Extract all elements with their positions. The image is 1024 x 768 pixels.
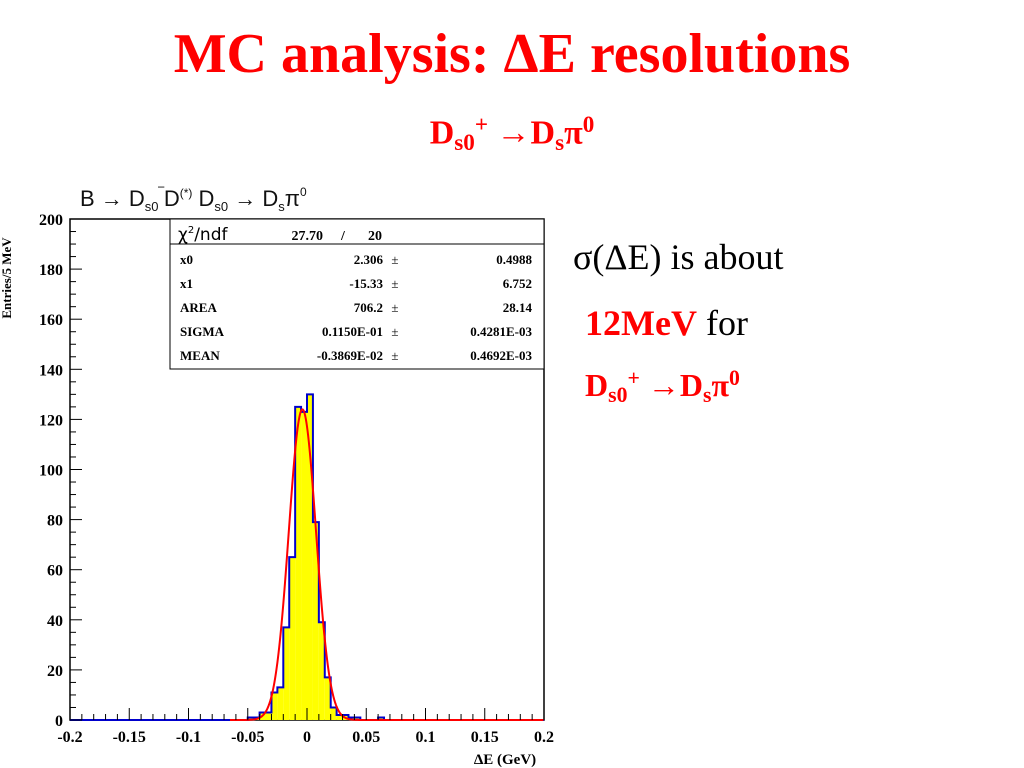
histogram-bin	[318, 622, 325, 720]
stats-param-value: 706.2	[354, 300, 383, 315]
plot-header: B → Ds0‾D(*) Ds0 → Dsπ0	[80, 185, 307, 214]
histogram-bin	[330, 707, 337, 720]
histogram-bin	[324, 677, 331, 720]
stats-param-error: 0.4281E-03	[470, 324, 532, 339]
y-tick-labels: 0 20 40 60 80 100 120 140 160 180 200	[39, 212, 63, 730]
histogram-bin	[277, 687, 284, 720]
x-tick-label: -0.15	[113, 729, 146, 746]
y-tick-label: 140	[39, 362, 63, 379]
histogram-bin	[354, 717, 361, 720]
histogram-bin	[265, 712, 272, 720]
y-axis-label: Entries/5 MeV	[0, 237, 14, 319]
chi2-label: χ2/ndf	[178, 225, 228, 245]
y-tick-label: 100	[39, 463, 63, 480]
histogram-bin	[301, 411, 307, 720]
resolution-value-line: 12MeV for	[585, 303, 748, 343]
fit-stats-box: χ2/ndf 27.70 / 20 x0 2.306 ±0.4988 x1 -15.33…	[169, 218, 545, 370]
stats-plus-minus: ±	[391, 348, 398, 363]
stats-param-value: -15.33	[349, 276, 383, 291]
stats-param-name: AREA	[180, 300, 217, 315]
histogram-bars	[247, 394, 385, 720]
y-tick-label: 200	[39, 212, 63, 229]
stats-param-error: 0.4692E-03	[470, 348, 532, 363]
stats-plus-minus: ±	[391, 252, 398, 267]
stats-param-name: SIGMA	[180, 324, 225, 339]
stats-param-error: 0.4988	[496, 252, 532, 267]
y-tick-label: 80	[47, 513, 63, 530]
histogram-bin	[271, 692, 278, 720]
histogram-bin	[336, 714, 343, 720]
resolution-decay: Ds0+ →Dsπ0	[585, 366, 740, 407]
ndf-value: 20	[368, 229, 382, 244]
histogram-bin	[283, 627, 290, 720]
histogram-bin	[295, 406, 302, 720]
y-tick-label: 20	[47, 663, 63, 680]
histogram-bin	[247, 717, 254, 720]
stats-rows: x0 2.306 ±0.4988 x1 -15.33 ±6.752 AREA 706.2 ±28…	[180, 252, 533, 363]
x-tick-label: 0.15	[471, 729, 499, 746]
stats-param-value: 2.306	[354, 252, 384, 267]
x-tick-label: 0	[303, 729, 311, 746]
y-tick-label: 0	[55, 713, 63, 730]
chi2-value: 27.70	[292, 229, 324, 244]
y-tick-label: 160	[39, 312, 63, 329]
histogram-bin	[307, 394, 313, 720]
x-tick-label: 0.05	[352, 729, 380, 746]
x-tick-label: -0.2	[57, 729, 82, 746]
y-tick-label: 120	[39, 412, 63, 429]
stats-param-error: 6.752	[503, 276, 532, 291]
chi2-slash: /	[340, 229, 346, 244]
stats-param-name: MEAN	[180, 348, 220, 363]
decay-subtitle: Ds0+ →Dsπ0	[429, 112, 595, 157]
stats-param-name: x0	[180, 252, 193, 267]
histogram-bin	[378, 717, 385, 720]
y-tick-label: 180	[39, 262, 63, 279]
stats-param-name: x1	[180, 276, 193, 291]
gaussian-fit-curve	[229, 408, 544, 721]
stats-plus-minus: ±	[391, 300, 398, 315]
histogram-bin	[289, 557, 296, 720]
y-tick-label: 40	[47, 613, 63, 630]
x-tick-label: 0.1	[416, 729, 436, 746]
x-tick-labels: -0.2 -0.15 -0.1 -0.05 0 0.05 0.1 0.15 0.2	[57, 729, 554, 746]
x-tick-label: -0.05	[231, 729, 264, 746]
stats-param-value: 0.1150E-01	[322, 324, 383, 339]
stats-plus-minus: ±	[391, 276, 398, 291]
resolution-value: 12MeV	[585, 303, 697, 343]
resolution-text: σ(ΔE) is about	[573, 237, 784, 277]
stats-plus-minus: ±	[391, 324, 398, 339]
stats-param-value: -0.3869E-02	[317, 348, 383, 363]
x-axis-label: ΔE (GeV)	[474, 752, 536, 768]
y-tick-label: 60	[47, 563, 63, 580]
x-tick-label: 0.2	[534, 729, 554, 746]
stats-param-error: 28.14	[503, 300, 533, 315]
histogram-bin	[312, 522, 319, 720]
x-tick-label: -0.1	[176, 729, 201, 746]
page-title: MC analysis: ΔE resolutions	[173, 23, 851, 85]
axis-ticks	[69, 218, 545, 721]
